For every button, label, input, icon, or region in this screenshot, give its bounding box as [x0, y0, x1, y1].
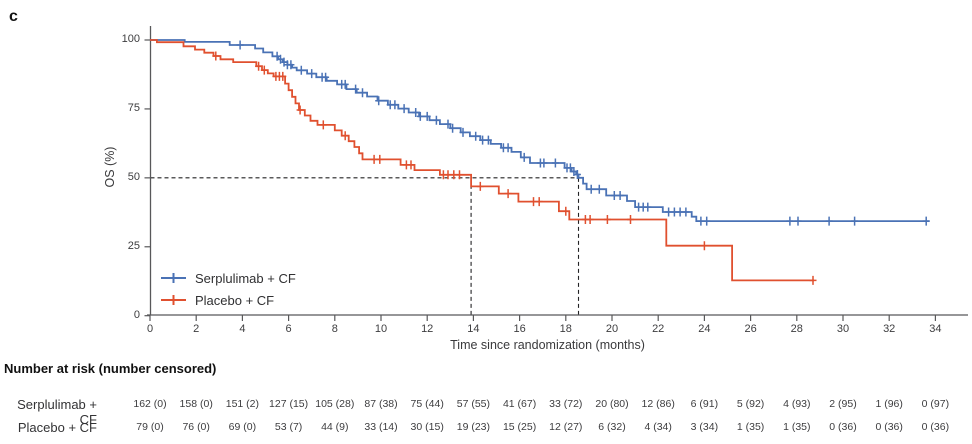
legend-label-serplulimab: Serplulimab + CF: [195, 270, 296, 286]
risk-value: 20 (80): [595, 398, 629, 410]
risk-value: 162 (0): [133, 398, 167, 410]
panel-label: c: [9, 8, 18, 25]
risk-table-title: Number at risk (number censored): [4, 361, 217, 376]
x-axis-title: Time since randomization (months): [450, 338, 645, 352]
risk-value: 44 (9): [321, 421, 349, 433]
legend-label-placebo: Placebo + CF: [195, 292, 275, 308]
risk-value: 6 (91): [690, 398, 719, 410]
x-tick-label: 28: [790, 323, 803, 335]
x-tick-label: 10: [374, 323, 388, 335]
risk-value: 5 (92): [736, 398, 765, 410]
risk-value: 79 (0): [136, 421, 164, 433]
risk-value: 158 (0): [179, 398, 213, 410]
x-tick-label: 8: [331, 323, 338, 335]
x-tick-label: 16: [513, 323, 526, 335]
y-tick-label: 100: [121, 33, 140, 45]
legend-item-placebo: Placebo + CF: [159, 292, 275, 308]
x-tick-label: 0: [146, 323, 154, 335]
x-tick-label: 4: [239, 323, 246, 335]
x-tick-label: 12: [421, 323, 434, 335]
x-tick-label: 22: [652, 323, 665, 335]
risk-value: 1 (35): [736, 421, 765, 433]
risk-value: 0 (97): [921, 398, 950, 410]
x-tick-label: 32: [883, 323, 896, 335]
y-axis-title: OS (%): [103, 146, 117, 188]
x-tick-label: 26: [744, 323, 757, 335]
km-curve-serplulimab-cf: [150, 39, 930, 222]
risk-value: 127 (15): [269, 398, 309, 410]
legend-item-serplulimab: Serplulimab + CF: [159, 270, 296, 286]
risk-value: 33 (72): [549, 398, 583, 410]
risk-value: 3 (34): [690, 421, 719, 433]
risk-value: 75 (44): [410, 398, 444, 410]
risk-row-label-serplulimab: Serplulimab + CF: [17, 397, 97, 427]
risk-value: 105 (28): [315, 398, 355, 410]
risk-value: 2 (95): [829, 398, 857, 410]
risk-value: 53 (7): [274, 421, 303, 433]
censor-marks-placebo-cf: [212, 51, 817, 285]
risk-value: 1 (35): [783, 421, 811, 433]
legend-marker-placebo-icon: [161, 295, 186, 305]
risk-value: 69 (0): [228, 421, 257, 433]
risk-value: 151 (2): [225, 398, 260, 410]
risk-value: 76 (0): [182, 421, 210, 433]
risk-value: 0 (36): [829, 421, 857, 433]
risk-value: 12 (86): [641, 398, 675, 410]
risk-value: 87 (38): [364, 398, 398, 410]
km-curve-placebo-cf: [150, 39, 815, 282]
risk-value: 41 (67): [502, 398, 537, 410]
risk-row-label-placebo: Placebo + CF: [17, 420, 97, 435]
risk-value: 4 (34): [644, 421, 672, 433]
risk-value: 19 (23): [456, 421, 491, 433]
x-tick-label: 6: [285, 323, 292, 335]
risk-value: 33 (14): [364, 421, 398, 433]
legend-marker-serplulimab-icon: [161, 273, 186, 283]
risk-value: 12 (27): [549, 421, 583, 433]
risk-value: 4 (93): [783, 398, 811, 410]
risk-value: 0 (36): [921, 421, 950, 433]
y-tick-label: 75: [127, 101, 140, 114]
x-tick-label: 24: [698, 323, 711, 335]
x-tick-label: 34: [929, 323, 942, 335]
risk-value: 1 (96): [875, 398, 903, 410]
y-tick-label: 50: [127, 170, 140, 183]
risk-value: 0 (36): [875, 421, 903, 433]
x-tick-label: 20: [605, 323, 619, 335]
risk-value: 30 (15): [410, 421, 444, 433]
censor-marks-serplulimab-cf: [236, 40, 930, 226]
risk-value: 6 (32): [598, 421, 626, 433]
risk-value: 15 (25): [502, 421, 537, 433]
x-tick-label: 2: [193, 323, 200, 335]
y-tick-label: 0: [133, 308, 140, 321]
risk-value: 57 (55): [456, 398, 491, 410]
x-tick-label: 14: [467, 323, 480, 335]
x-tick-label: 18: [559, 323, 572, 335]
x-tick-label: 30: [836, 323, 850, 335]
y-tick-label: 25: [127, 239, 140, 252]
